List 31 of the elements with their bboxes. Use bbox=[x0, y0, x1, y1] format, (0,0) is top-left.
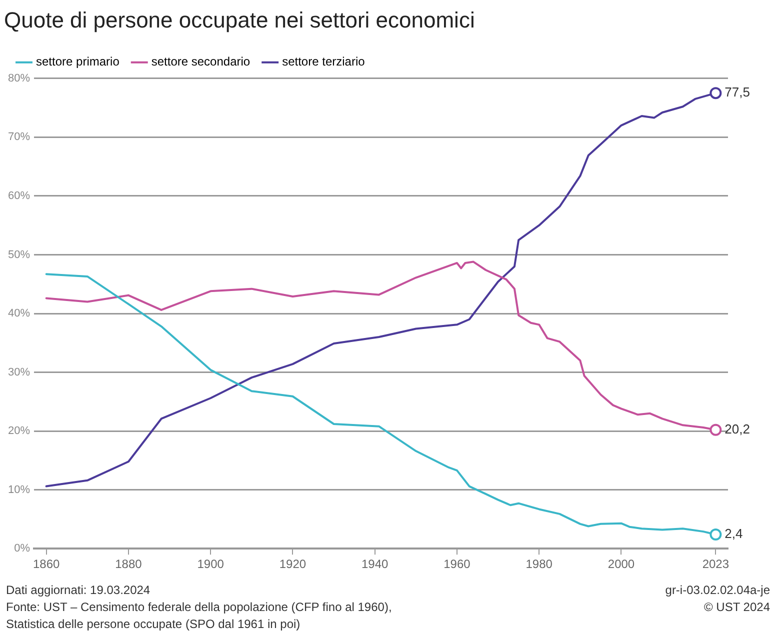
legend-label: settore primario bbox=[36, 54, 120, 69]
x-tick-label: 1940 bbox=[361, 557, 389, 572]
data-label: 77,5 bbox=[724, 84, 750, 100]
y-tick-label: 70% bbox=[8, 131, 30, 144]
y-tick-label: 40% bbox=[8, 308, 30, 320]
point bbox=[710, 528, 722, 540]
x-tick-label: 2023 bbox=[702, 557, 730, 572]
y-tick-label: 60% bbox=[8, 190, 30, 202]
text: Dati aggiornati: 19.03.2024 bbox=[6, 582, 152, 599]
x-tick-label: 2000 bbox=[608, 557, 635, 572]
x-tick-label: 1900 bbox=[197, 557, 224, 572]
y-tick-label: 0% bbox=[14, 542, 30, 555]
data-label: 20,2 bbox=[724, 421, 750, 436]
source-note: Fonte: UST – Censimento federale della popolazione (CFP fino al 1960), Statistica delle persone occupate (SPO dal 1961 in poi) bbox=[6, 599, 392, 633]
y-tick-label: 10% bbox=[8, 484, 30, 496]
x-tick-label: 1880 bbox=[115, 557, 142, 572]
x-tick-label: 1960 bbox=[444, 557, 471, 572]
point bbox=[710, 424, 722, 436]
data-label: 2,4 bbox=[724, 526, 743, 542]
x-tick-label: 1860 bbox=[32, 557, 60, 572]
y-tick-label: 80% bbox=[8, 72, 30, 84]
x-tick-label: 1920 bbox=[279, 557, 306, 572]
point bbox=[710, 87, 722, 100]
chart-title: Quote di persone occupate nei settori economici bbox=[4, 7, 475, 32]
text: gr-i-03.02.02.04a-je © UST 2024 bbox=[665, 582, 770, 616]
y-tick-label: 50% bbox=[8, 248, 30, 261]
y-tick-label: 30% bbox=[8, 366, 30, 378]
legend-label: settore secondario bbox=[151, 54, 250, 69]
legend-label: settore terziario bbox=[282, 54, 366, 69]
y-tick-label: 20% bbox=[8, 425, 30, 438]
x-tick-label: 1980 bbox=[526, 557, 553, 572]
